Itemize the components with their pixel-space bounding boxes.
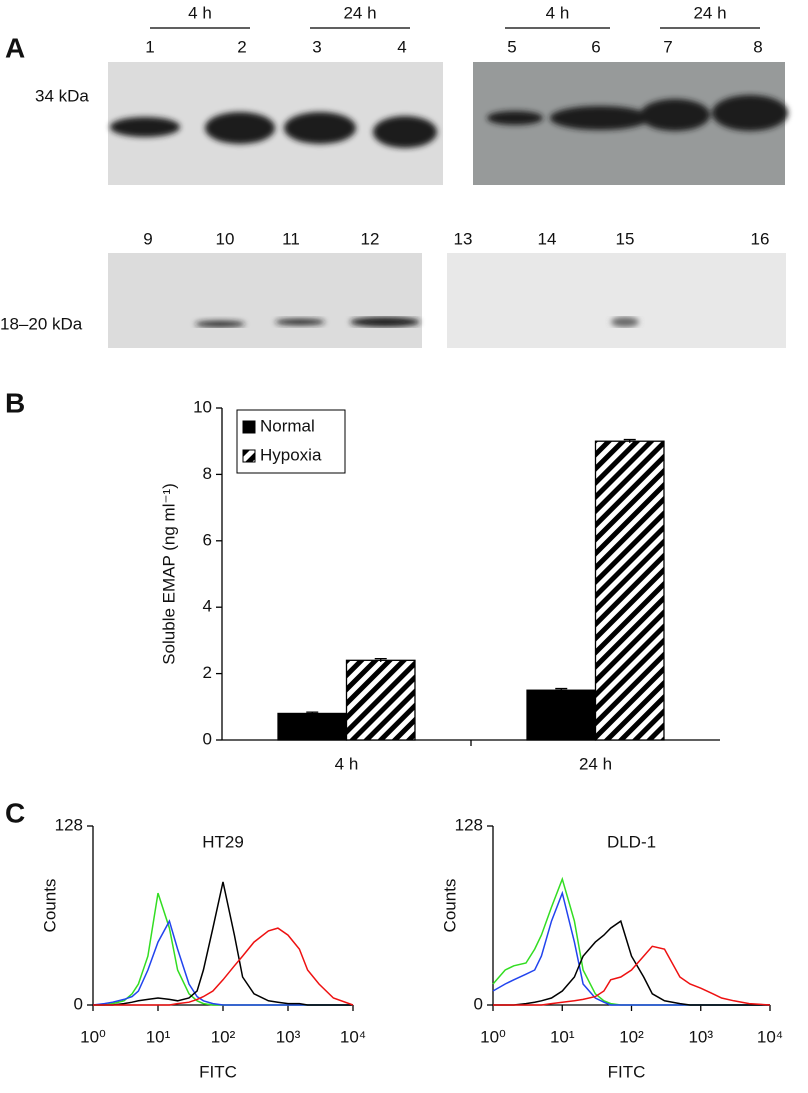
lane-label: 16 xyxy=(751,229,770,248)
lane-label: 3 xyxy=(312,37,321,56)
panel-label: A xyxy=(5,32,25,63)
error-bar xyxy=(306,711,319,715)
group-label: 4 h xyxy=(546,3,570,22)
lane-label: 2 xyxy=(237,37,246,56)
y-axis-title: Counts xyxy=(40,879,59,933)
y-tick-label: 10 xyxy=(193,397,212,416)
blot xyxy=(447,253,786,348)
x-tick-label: 10² xyxy=(211,1027,236,1046)
chart-title: DLD-1 xyxy=(607,832,656,851)
bands xyxy=(110,95,788,148)
x-tick-label: 24 h xyxy=(579,754,612,773)
histogram-line xyxy=(493,945,771,1006)
group-label: 24 h xyxy=(343,3,376,22)
bar xyxy=(277,712,348,741)
legend-swatch xyxy=(242,420,256,434)
bar xyxy=(526,689,597,741)
histogram-line xyxy=(93,927,354,1006)
legend-swatch xyxy=(242,449,256,463)
lane-label: 11 xyxy=(282,229,300,248)
x-tick-label: 10⁰ xyxy=(480,1027,506,1046)
x-tick-label: 4 h xyxy=(335,754,359,773)
x-axis-title: FITC xyxy=(608,1062,646,1081)
error-bar xyxy=(555,687,568,692)
y-tick-label: 2 xyxy=(203,663,212,682)
lane-label: 15 xyxy=(616,229,635,248)
histogram-line xyxy=(492,876,770,1006)
lane-label: 12 xyxy=(361,229,380,248)
y-axis-title: Counts xyxy=(440,879,459,933)
lane-label: 6 xyxy=(591,37,600,56)
group-label: 4 h xyxy=(188,3,212,22)
lane-label: 4 xyxy=(397,37,406,56)
lane-label: 14 xyxy=(538,229,557,248)
panel-label: B xyxy=(5,387,25,418)
bar xyxy=(345,659,416,741)
panel-label: C xyxy=(5,797,25,828)
y-tick-label: 6 xyxy=(203,530,212,549)
y-tick-label: 128 xyxy=(455,815,483,834)
marker-label: 34 kDa xyxy=(35,86,89,105)
x-tick-label: 10³ xyxy=(688,1027,713,1046)
x-tick-label: 10⁴ xyxy=(757,1027,783,1046)
x-tick-label: 10⁰ xyxy=(80,1027,106,1046)
legend-label: Normal xyxy=(260,416,315,435)
x-tick-label: 10² xyxy=(619,1027,644,1046)
y-tick-label: 128 xyxy=(55,815,83,834)
lane-label: 7 xyxy=(663,37,672,56)
bands xyxy=(195,317,639,327)
histogram-line xyxy=(92,919,353,1006)
error-bar xyxy=(623,438,636,443)
lane-label: 5 xyxy=(507,37,516,56)
lane-label: 8 xyxy=(753,37,762,56)
legend-label: Hypoxia xyxy=(260,445,322,464)
bar xyxy=(594,440,665,741)
group-label: 24 h xyxy=(693,3,726,22)
histogram-line xyxy=(93,892,353,1006)
x-tick-label: 10³ xyxy=(276,1027,301,1046)
y-tick-label: 0 xyxy=(474,994,483,1013)
y-tick-label: 4 xyxy=(203,597,212,616)
x-axis-title: FITC xyxy=(199,1062,237,1081)
x-tick-label: 10¹ xyxy=(550,1027,575,1046)
error-bar xyxy=(374,658,387,662)
y-axis-title: Soluble EMAP (ng ml⁻¹) xyxy=(159,483,178,665)
x-tick-label: 10⁴ xyxy=(340,1027,366,1046)
x-tick-label: 10¹ xyxy=(146,1027,171,1046)
chart-title: HT29 xyxy=(202,832,244,851)
histogram-line xyxy=(493,919,770,1006)
marker-label: 18–20 kDa xyxy=(0,314,83,333)
lane-label: 1 xyxy=(145,37,154,56)
y-tick-label: 0 xyxy=(203,729,212,748)
y-tick-label: 8 xyxy=(203,464,212,483)
lane-label: 10 xyxy=(216,229,235,248)
lane-label: 9 xyxy=(143,229,152,248)
y-tick-label: 0 xyxy=(74,994,83,1013)
blot xyxy=(108,253,422,348)
lane-label: 13 xyxy=(454,229,473,248)
histogram-line xyxy=(93,881,353,1006)
